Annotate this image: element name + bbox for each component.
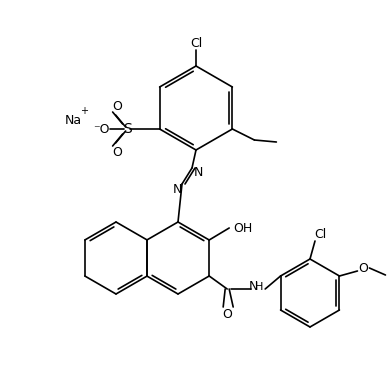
Text: Na: Na — [65, 114, 82, 127]
Text: +: + — [80, 106, 88, 116]
Text: Cl: Cl — [190, 36, 202, 49]
Text: O: O — [113, 145, 123, 158]
Text: N: N — [193, 165, 203, 178]
Text: S: S — [123, 122, 132, 136]
Text: H: H — [255, 282, 263, 292]
Text: N: N — [172, 183, 181, 196]
Text: Cl: Cl — [314, 227, 326, 240]
Text: O: O — [359, 262, 368, 275]
Text: ⁻O: ⁻O — [93, 122, 110, 135]
Text: N: N — [249, 280, 258, 293]
Text: OH: OH — [234, 221, 253, 234]
Text: O: O — [113, 99, 123, 112]
Text: O: O — [222, 309, 232, 322]
